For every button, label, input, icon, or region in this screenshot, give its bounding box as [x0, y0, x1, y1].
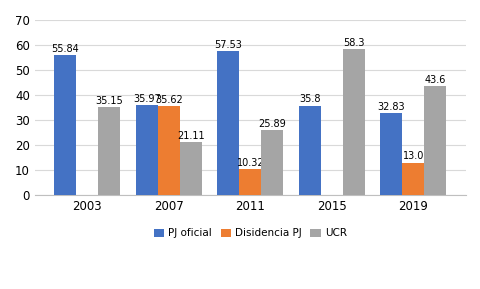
Text: 43.6: 43.6 [424, 75, 445, 85]
Text: 25.89: 25.89 [258, 119, 286, 129]
Text: 10.32: 10.32 [236, 158, 264, 168]
Bar [239, 169, 261, 195]
Text: 55.84: 55.84 [51, 44, 79, 54]
Text: 35.97: 35.97 [132, 94, 160, 104]
Text: 57.53: 57.53 [214, 40, 242, 50]
Bar [157, 106, 180, 195]
Bar [180, 142, 202, 195]
Bar [402, 163, 423, 195]
Text: 58.3: 58.3 [342, 38, 364, 48]
Bar [261, 130, 283, 195]
Text: 35.15: 35.15 [96, 96, 123, 106]
Bar [135, 105, 157, 195]
Legend: PJ oficial, Disidencia PJ, UCR: PJ oficial, Disidencia PJ, UCR [149, 224, 350, 242]
Bar [380, 113, 402, 195]
Text: 35.8: 35.8 [299, 94, 320, 104]
Bar [54, 55, 76, 195]
Bar [342, 49, 364, 195]
Text: 21.11: 21.11 [177, 131, 204, 141]
Bar [423, 86, 445, 195]
Text: 35.62: 35.62 [155, 95, 182, 105]
Text: 32.83: 32.83 [377, 102, 404, 112]
Bar [98, 107, 120, 195]
Bar [298, 105, 320, 195]
Text: 13.0: 13.0 [402, 151, 423, 161]
Bar [217, 51, 239, 195]
